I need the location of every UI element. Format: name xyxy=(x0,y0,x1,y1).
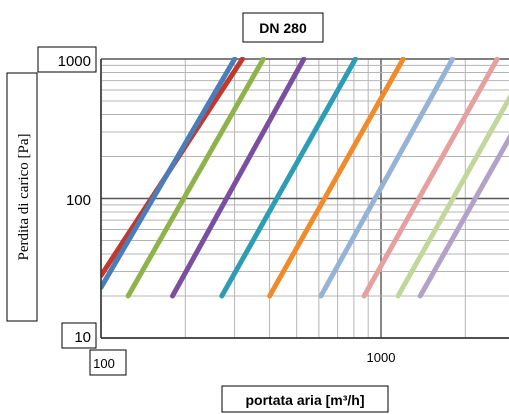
x-axis-label: portata aria [m³/h] xyxy=(245,392,364,408)
series-line-7 xyxy=(318,57,455,299)
x-axis-label-box xyxy=(221,385,389,413)
y-tick-label-1000: 1000 xyxy=(58,53,91,70)
y-tick-box-1000 xyxy=(37,46,97,73)
chart-series xyxy=(101,57,509,299)
series-line-9 xyxy=(395,94,509,299)
chart-frame xyxy=(100,59,509,339)
x-tick-label-1000: 1000 xyxy=(367,350,396,365)
y-tick-box-10 xyxy=(61,322,97,349)
series-line-3 xyxy=(125,57,266,299)
x-tick-label-100: 100 xyxy=(93,356,115,371)
series-line-5 xyxy=(219,57,358,299)
series-line-4 xyxy=(170,57,307,299)
series-line-6 xyxy=(267,57,406,299)
chart-grid xyxy=(100,58,509,339)
chart-title: DN 280 xyxy=(259,20,307,36)
series-line-2 xyxy=(101,57,238,290)
y-tick-label-10: 10 xyxy=(74,329,91,346)
series-line-8 xyxy=(361,57,500,299)
series-line-10 xyxy=(417,133,509,299)
x-tick-box-100 xyxy=(89,349,127,376)
y-tick-label-100: 100 xyxy=(66,192,91,209)
title-box xyxy=(242,12,324,43)
y-axis-label: Perdita di carico [Pa] xyxy=(16,133,32,260)
y-axis-label-box xyxy=(6,72,38,322)
